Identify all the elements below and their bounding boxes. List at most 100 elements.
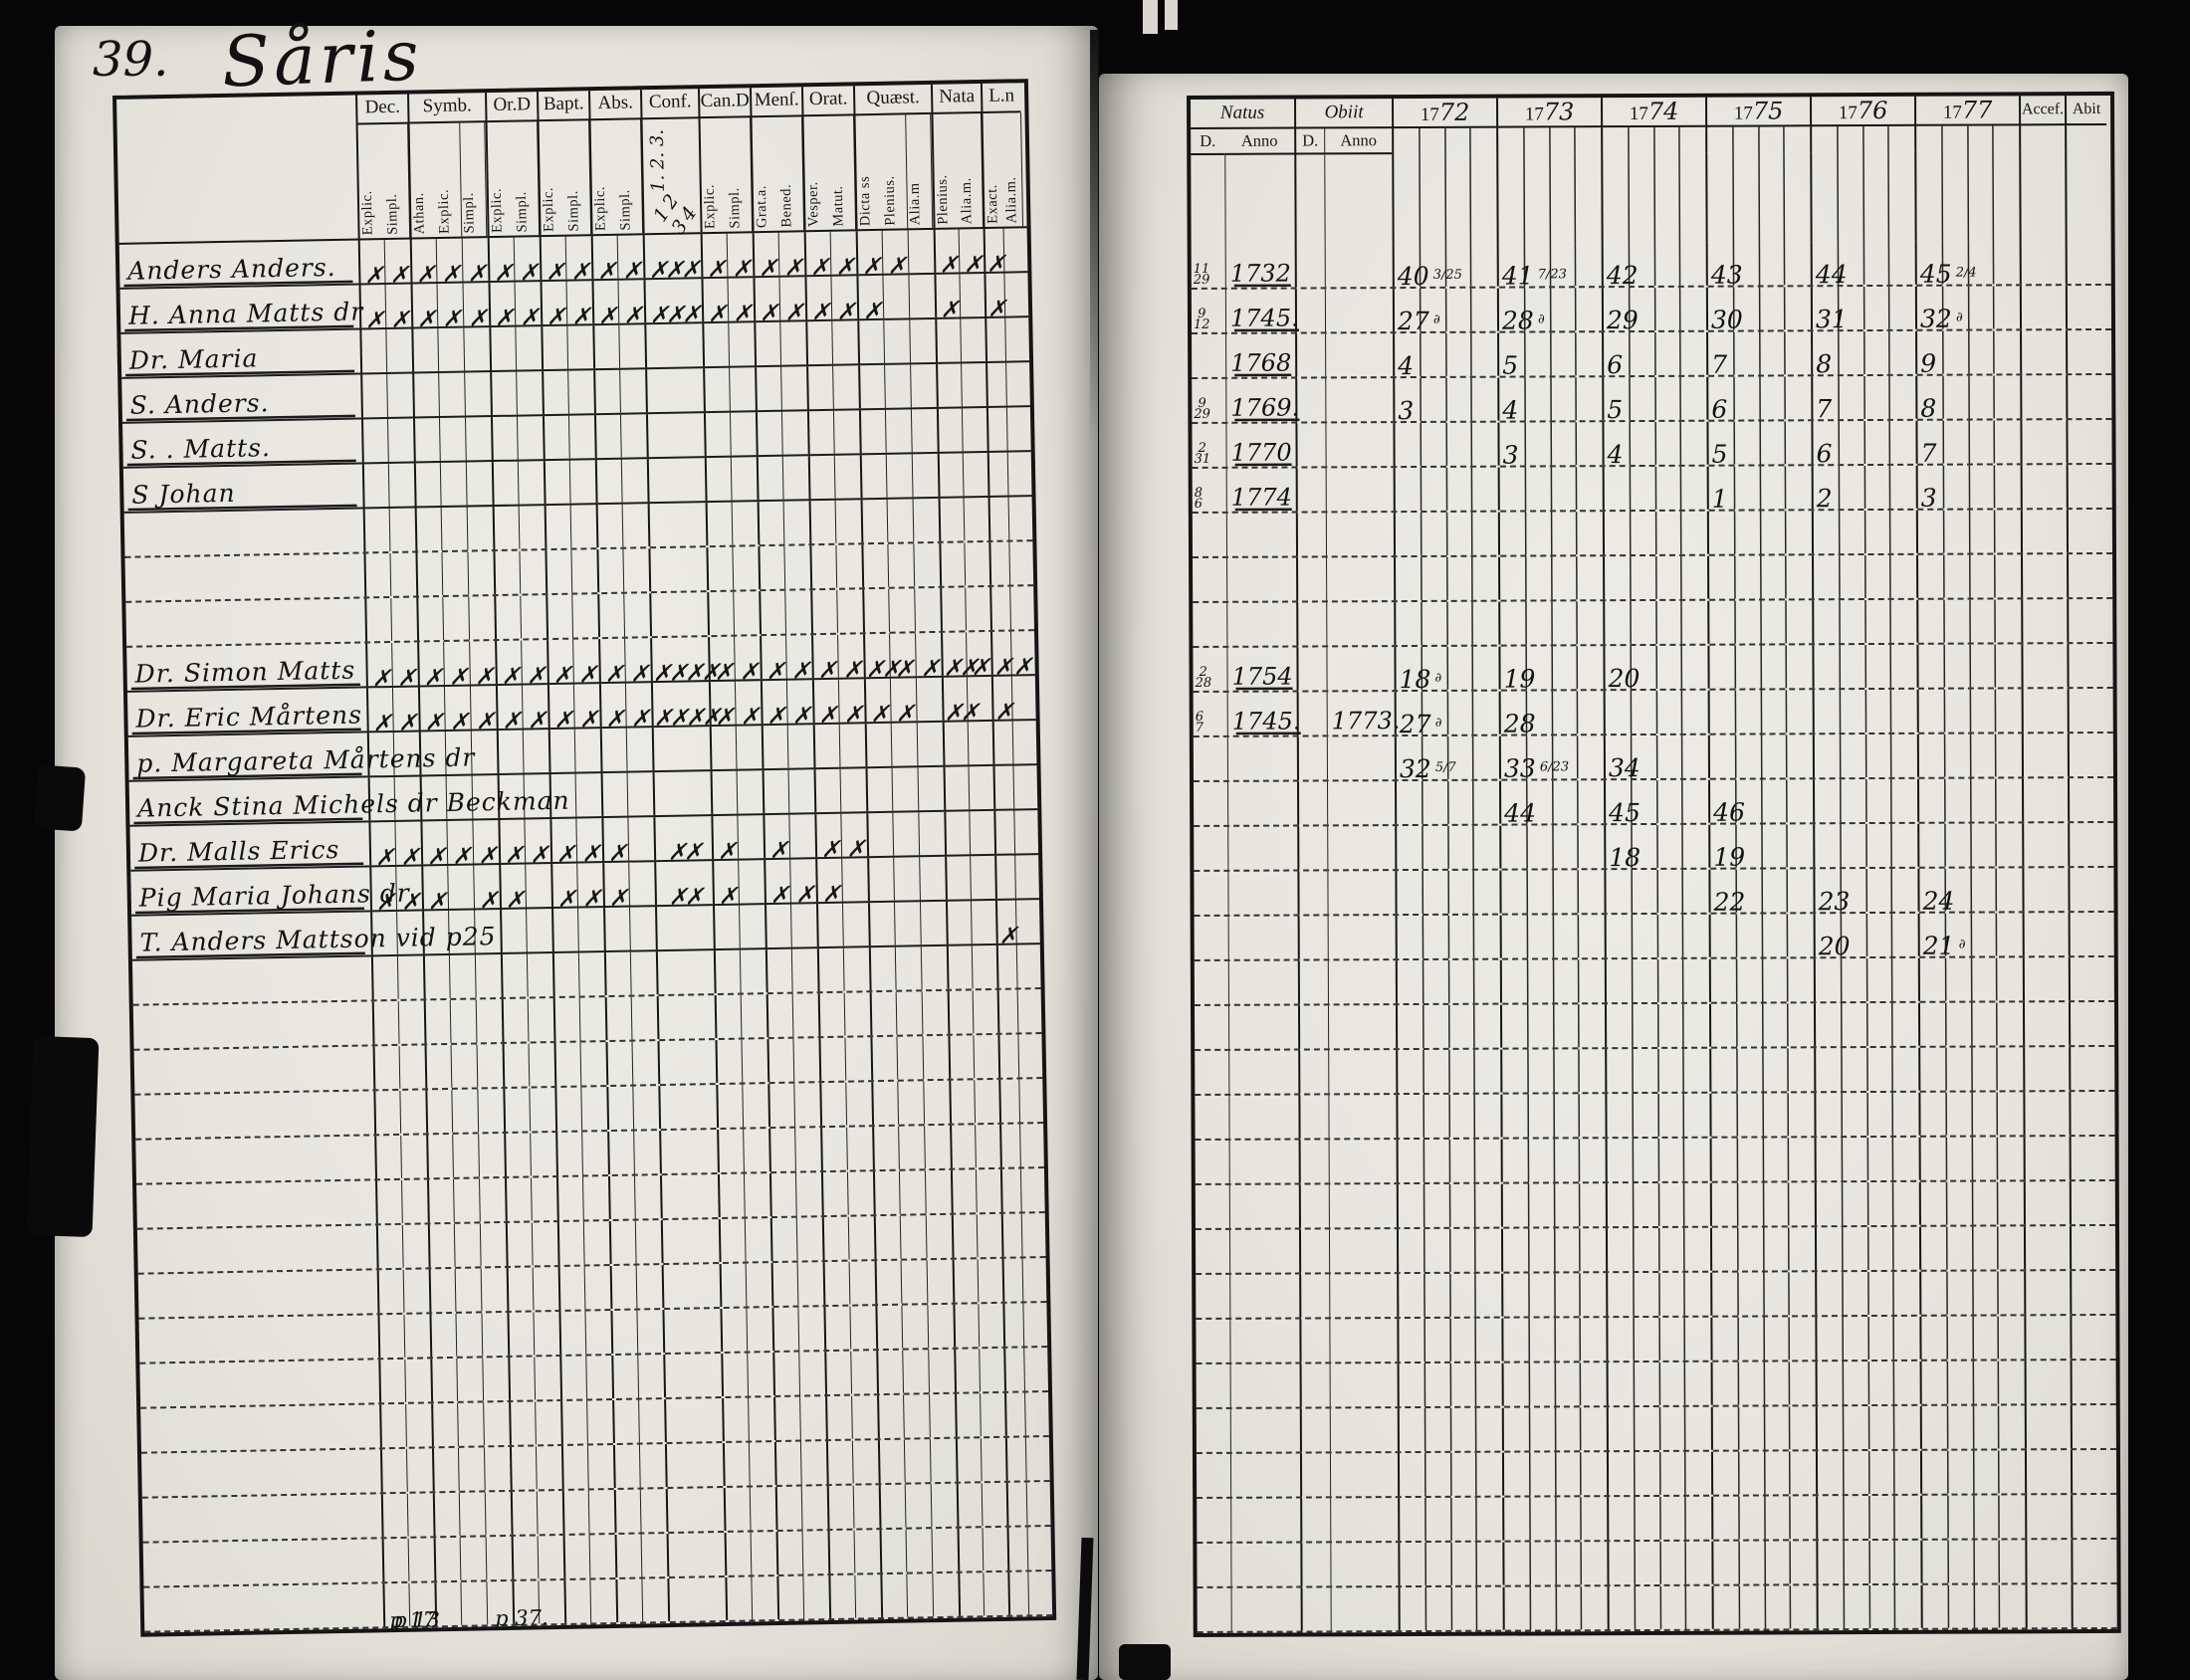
mark-cell bbox=[509, 1446, 537, 1490]
mark-cell bbox=[603, 907, 630, 951]
year-age-cell bbox=[1394, 601, 1499, 646]
age-value: 6 bbox=[1711, 394, 1728, 424]
abit-cell bbox=[2069, 1136, 2111, 1180]
mark-cell: ✗ bbox=[734, 681, 762, 731]
register-row: 8 6 1774 1 2 3 bbox=[1192, 464, 2112, 514]
fraction-part: 7 bbox=[1195, 720, 1204, 735]
mark-cell bbox=[898, 1170, 926, 1214]
mark-cell bbox=[953, 1304, 980, 1348]
mark-cell bbox=[1022, 1303, 1044, 1347]
mark-cell bbox=[979, 1348, 1005, 1392]
spine-bottom-shadow bbox=[1119, 1644, 1171, 1680]
mark-cell: ✗ bbox=[624, 683, 652, 733]
year-age-cell bbox=[1918, 1092, 2024, 1136]
subheader-label: Matut. bbox=[828, 115, 856, 230]
age-fraction: ∂ bbox=[1430, 670, 1442, 686]
accef-cell bbox=[2021, 599, 2068, 643]
mark-cell bbox=[535, 1400, 561, 1445]
mark-cell bbox=[903, 1439, 931, 1483]
obiit-anno-cell bbox=[1327, 826, 1396, 870]
year-age-cell: 6 bbox=[1811, 420, 1916, 468]
natus-day-cell bbox=[1197, 1409, 1230, 1452]
mark-cell bbox=[542, 370, 568, 415]
mark-cell bbox=[593, 414, 621, 459]
obiit-day-cell bbox=[1296, 602, 1327, 646]
mark-cell: ✗ bbox=[814, 813, 842, 863]
mark-cell bbox=[823, 1306, 851, 1351]
mark-cell bbox=[636, 1310, 664, 1354]
mark-cell bbox=[724, 1532, 752, 1575]
mark-cell bbox=[403, 1314, 431, 1358]
mark-cell bbox=[806, 410, 834, 455]
mark-cell bbox=[862, 588, 890, 633]
natus-anno-cell bbox=[1227, 916, 1298, 959]
mark-cell bbox=[437, 327, 465, 372]
obiit-anno-cell bbox=[1330, 1543, 1399, 1586]
mark-cell bbox=[629, 951, 657, 995]
mark-cell bbox=[799, 1396, 826, 1440]
mark-cell bbox=[925, 1214, 953, 1259]
year-age-cell bbox=[1605, 1227, 1711, 1272]
mark-cell bbox=[909, 318, 937, 363]
mark-cell bbox=[580, 1087, 608, 1131]
mark-cell: ✗ bbox=[789, 859, 816, 909]
year-age-cell bbox=[1396, 1228, 1502, 1273]
year-age-cell bbox=[1815, 1450, 1921, 1495]
mark-cell bbox=[772, 1352, 800, 1396]
year-age-cell bbox=[1398, 1586, 1503, 1631]
mark-cell bbox=[380, 1493, 408, 1538]
mark-cell bbox=[371, 1000, 399, 1045]
natus-day-cell bbox=[1196, 1320, 1229, 1363]
mark-cell bbox=[1004, 1392, 1025, 1436]
mark-cell bbox=[966, 676, 992, 721]
mark-cell bbox=[720, 1308, 748, 1353]
mark-cell: ✗ bbox=[565, 281, 593, 330]
mark-cell bbox=[898, 1126, 925, 1169]
subheader-label: Plenius. bbox=[880, 114, 908, 229]
year-age-cell bbox=[1395, 915, 1500, 959]
year-age-cell: 3 bbox=[1393, 377, 1498, 425]
natus-day-header: D. bbox=[1191, 128, 1225, 155]
mark-cell bbox=[729, 412, 757, 456]
mark-cell bbox=[541, 325, 568, 370]
year-age-cell bbox=[1920, 1495, 2026, 1539]
year-age-cell bbox=[1394, 556, 1499, 601]
accef-cell bbox=[2022, 823, 2069, 867]
mark-cell bbox=[995, 945, 1017, 988]
mark-cell: ✗ bbox=[840, 813, 868, 863]
mark-cell bbox=[794, 1172, 822, 1216]
age-fraction: 3/25 bbox=[1428, 267, 1462, 283]
age-value: 2 bbox=[1816, 484, 1833, 514]
mark-cell bbox=[545, 549, 572, 594]
year-age-cell bbox=[1708, 1003, 1815, 1047]
mark-cell bbox=[991, 721, 1013, 764]
year-age-cell bbox=[1397, 1452, 1503, 1497]
year-age-cell: 21 ∂ bbox=[1917, 913, 2023, 960]
person-name: Dr. Malls Erics bbox=[137, 834, 340, 868]
year-age-cell bbox=[1812, 554, 1917, 599]
abit-cell bbox=[2065, 240, 2107, 285]
mark-cell bbox=[622, 548, 650, 592]
natus-day-cell bbox=[1197, 1499, 1230, 1542]
register-row bbox=[1195, 1136, 2115, 1185]
abit-cell bbox=[2067, 598, 2109, 643]
mark-cell bbox=[579, 1042, 607, 1086]
obiit-anno-cell bbox=[1330, 1587, 1399, 1631]
mark-cell bbox=[412, 418, 440, 462]
fraction-part: 28 bbox=[1195, 675, 1212, 691]
year-age-cell bbox=[1707, 735, 1813, 778]
year-age-cell bbox=[1606, 1406, 1711, 1451]
year-subcolumns bbox=[1496, 127, 1602, 154]
mark-cell bbox=[628, 862, 655, 906]
name-cell bbox=[137, 1225, 377, 1272]
obiit-anno-cell bbox=[1327, 916, 1396, 959]
year-age-cell: 18 ∂ bbox=[1394, 646, 1499, 694]
mark-cell bbox=[728, 322, 756, 366]
mark-cell bbox=[1007, 1572, 1029, 1615]
mark-cell bbox=[729, 367, 756, 411]
mark-cell bbox=[959, 273, 986, 317]
person-name: Pig Maria Johans dr bbox=[138, 878, 410, 913]
mark-cell bbox=[567, 370, 594, 414]
mark-cell bbox=[515, 326, 543, 370]
